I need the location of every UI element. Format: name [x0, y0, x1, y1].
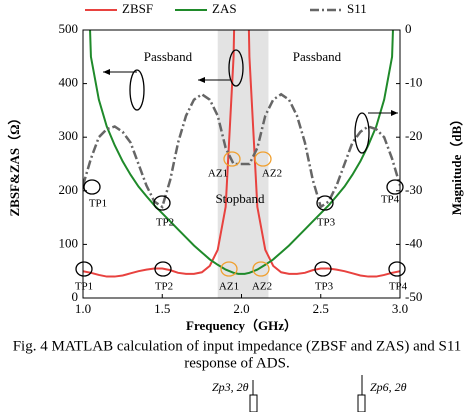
x-tick-label: 1.5	[154, 301, 170, 316]
series-line	[89, 30, 394, 275]
marker-circle	[83, 179, 101, 195]
y-tick-label: 100	[59, 235, 79, 250]
annotation: TP1	[89, 198, 107, 210]
annotation: Passband	[144, 49, 193, 64]
x-axis-label: Frequency（GHz）	[186, 318, 297, 333]
annotation: AZ1	[219, 281, 239, 293]
annotation: TP4	[389, 281, 408, 293]
series-line	[83, 30, 400, 278]
y-axis-label: ZBSF&ZAS（Ω）	[7, 111, 22, 216]
y2-axis-label: Magnitude（dB）	[449, 113, 464, 216]
x-tick-label: 3.0	[392, 301, 408, 316]
y-tick-label: 400	[59, 75, 79, 90]
annotation: AZ2	[252, 281, 272, 293]
annotation: Stopband	[215, 191, 265, 206]
x-tick-label: 1.0	[75, 301, 91, 316]
y-tick-label: 500	[59, 21, 79, 36]
legend-label: S11	[347, 1, 367, 16]
marker-ellipse	[228, 49, 244, 87]
y2-tick-label: -20	[405, 128, 422, 143]
y-tick-label: 200	[59, 182, 79, 197]
marker-circle	[254, 151, 272, 167]
annotation: TP4	[381, 194, 400, 206]
legend-label: ZAS	[212, 1, 237, 16]
plot-area	[83, 30, 400, 278]
caption: Fig. 4 MATLAB calculation of input imped…	[13, 338, 462, 354]
plot-frame	[82, 29, 401, 299]
y2-tick-label: -30	[405, 182, 422, 197]
annotation: AZ2	[262, 168, 282, 180]
circuit-diagram	[249, 375, 366, 412]
annotation: AZ1	[208, 168, 228, 180]
marker-circle	[388, 261, 406, 277]
annotation: TP1	[75, 281, 93, 293]
stub	[249, 394, 258, 412]
caption: response of ADS.	[184, 355, 289, 371]
annotation: TP3	[317, 217, 336, 229]
annotation: TP3	[315, 281, 334, 293]
y2-tick-label: -50	[405, 289, 422, 304]
series-line	[83, 92, 400, 209]
marker-circle	[316, 195, 334, 211]
marker-ellipse	[354, 112, 370, 154]
marker-circle	[220, 261, 238, 277]
stub	[357, 394, 366, 412]
y2-tick-label: -40	[405, 235, 422, 250]
marker-circle	[75, 261, 93, 277]
arrow-head	[103, 69, 110, 75]
diagram-label: Zp3, 2θ	[212, 380, 249, 394]
y-tick-label: 300	[59, 128, 79, 143]
marker-circle	[153, 195, 171, 211]
annotation: TP2	[155, 281, 173, 293]
legend-label: ZBSF	[122, 1, 153, 16]
marker-ellipse	[129, 69, 145, 111]
arrow-head	[391, 110, 398, 116]
x-tick-label: 2.0	[233, 301, 249, 316]
annotation: TP2	[156, 217, 174, 229]
annotation: Passband	[293, 49, 342, 64]
marker-circle	[223, 151, 241, 167]
marker-circle	[252, 261, 270, 277]
diagram-label: Zp6, 2θ	[370, 380, 407, 394]
y-tick-label: 0	[72, 289, 79, 304]
x-tick-label: 2.5	[313, 301, 329, 316]
marker-circle	[314, 261, 332, 277]
y2-tick-label: 0	[405, 21, 412, 36]
marker-circle	[386, 179, 404, 195]
y2-tick-label: -10	[405, 75, 422, 90]
marker-circle	[154, 261, 172, 277]
arrow-head	[198, 77, 205, 83]
